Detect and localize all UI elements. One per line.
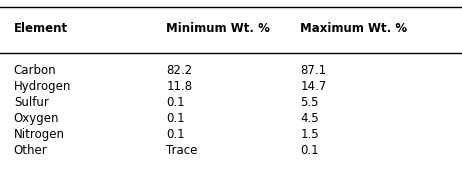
Text: 87.1: 87.1 (300, 64, 327, 76)
Text: Sulfur: Sulfur (14, 96, 49, 109)
Text: Nitrogen: Nitrogen (14, 128, 65, 141)
Text: 0.1: 0.1 (166, 96, 185, 109)
Text: Oxygen: Oxygen (14, 112, 59, 125)
Text: Maximum Wt. %: Maximum Wt. % (300, 22, 407, 34)
Text: 5.5: 5.5 (300, 96, 319, 109)
Text: 11.8: 11.8 (166, 80, 193, 93)
Text: 82.2: 82.2 (166, 64, 193, 76)
Text: Element: Element (14, 22, 68, 34)
Text: 0.1: 0.1 (166, 128, 185, 141)
Text: 4.5: 4.5 (300, 112, 319, 125)
Text: Minimum Wt. %: Minimum Wt. % (166, 22, 270, 34)
Text: Trace: Trace (166, 144, 198, 157)
Text: Hydrogen: Hydrogen (14, 80, 71, 93)
Text: Other: Other (14, 144, 48, 157)
Text: 14.7: 14.7 (300, 80, 327, 93)
Text: 0.1: 0.1 (300, 144, 319, 157)
Text: 1.5: 1.5 (300, 128, 319, 141)
Text: Carbon: Carbon (14, 64, 56, 76)
Text: 0.1: 0.1 (166, 112, 185, 125)
